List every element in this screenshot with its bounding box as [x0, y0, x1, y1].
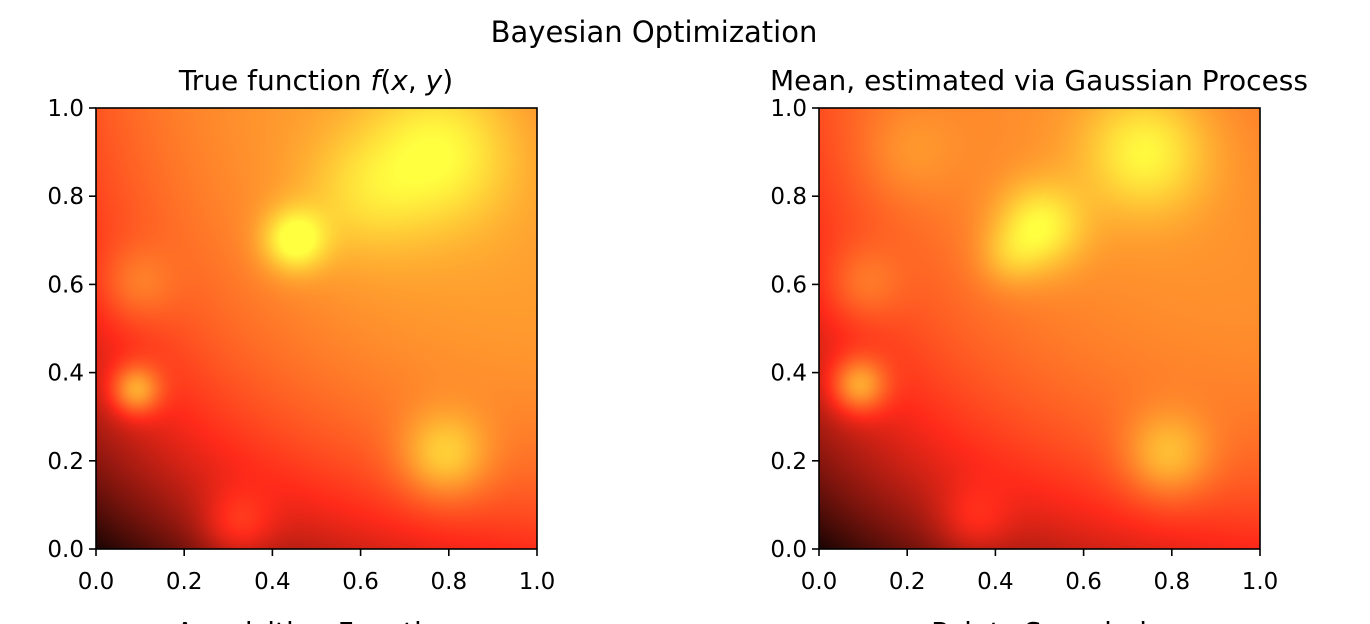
x-tick-label: 1.0	[519, 569, 556, 595]
axes-true-function: 0.0 0.2 0.4 0.6 0.8 1.0 0.0 0.2 0.4 0.6 0.8 1.0	[47, 96, 555, 595]
panel-true-function: True function f(x, y) 0.0 0.2 0.4 0.6 0.8 1.0…	[47, 64, 555, 624]
y-tick-label: 0.2	[770, 449, 807, 475]
plot-frame	[95, 107, 538, 550]
x-tick-label: 0.4	[977, 569, 1014, 595]
y-tick-label: 0.4	[47, 361, 84, 387]
x-tick-label: 0.8	[431, 569, 468, 595]
y-tick-label: 0.6	[47, 272, 84, 298]
figure-suptitle: Bayesian Optimization	[491, 15, 818, 49]
y-tick-label: 0.8	[47, 184, 84, 210]
y-tick-label: 0.8	[770, 184, 807, 210]
y-tick-label: 0.0	[47, 537, 84, 563]
x-tick-label: 0.0	[801, 569, 838, 595]
x-tick-label: 0.6	[1065, 569, 1102, 595]
x-tick-label: 0.0	[78, 569, 115, 595]
x-tick-label: 0.8	[1154, 569, 1191, 595]
heatmap-image-gp-mean	[819, 108, 1260, 549]
x-tick-label: 0.4	[254, 569, 291, 595]
panel-gp-mean: Mean, estimated via Gaussian Process 0.0…	[770, 64, 1308, 624]
heatmap-image-true	[96, 108, 537, 549]
plot-frame	[818, 107, 1261, 550]
x-axis-label: Points Sampled	[931, 616, 1147, 624]
y-tick-label: 0.4	[770, 361, 807, 387]
y-tick-label: 0.2	[47, 449, 84, 475]
x-tick-label: 1.0	[1242, 569, 1279, 595]
axes-gp-mean: 0.0 0.2 0.4 0.6 0.8 1.0 0.0 0.2 0.4 0.6 0.8 1.0	[770, 96, 1278, 595]
x-tick-label: 0.6	[342, 569, 379, 595]
x-axis-label: Acquisition Function	[175, 616, 456, 624]
y-tick-label: 1.0	[47, 96, 84, 122]
x-tick-label: 0.2	[889, 569, 926, 595]
y-tick-label: 0.6	[770, 272, 807, 298]
x-tick-label: 0.2	[166, 569, 203, 595]
panel-title: True function f(x, y)	[178, 64, 453, 97]
y-tick-label: 0.0	[770, 537, 807, 563]
panel-title: Mean, estimated via Gaussian Process	[770, 64, 1308, 97]
y-tick-label: 1.0	[770, 96, 807, 122]
